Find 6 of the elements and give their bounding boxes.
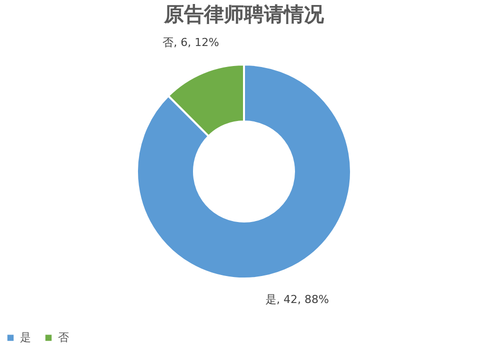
- donut-slice: [136, 64, 352, 280]
- legend-label: 否: [58, 330, 69, 344]
- data-label: 是, 42, 88%: [265, 292, 329, 306]
- data-label: 否, 6, 12%: [162, 36, 220, 50]
- chart-title: 原告律师聘请情况: [163, 2, 325, 26]
- legend-label: 是: [20, 330, 31, 344]
